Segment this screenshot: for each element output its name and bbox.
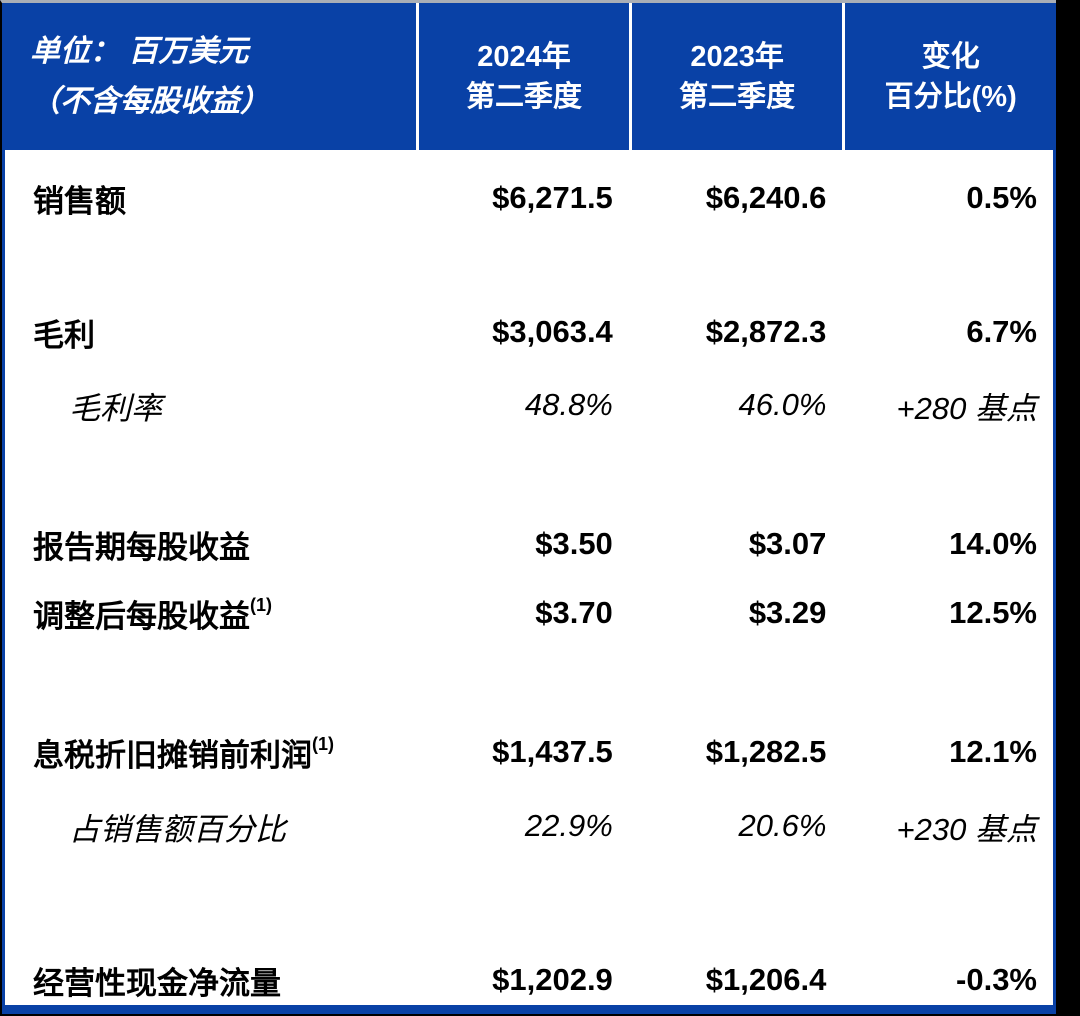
value-2024: $1,202.9 [492, 962, 613, 997]
header-col-change-line1: 变化 [921, 40, 980, 73]
row-label: 毛利 [33, 317, 95, 353]
value-change: +280 基点 [896, 390, 1037, 426]
value-2024: 22.9% [524, 808, 613, 843]
value-2024: 48.8% [524, 387, 613, 422]
header-col-2024-line1: 2024年 [477, 40, 571, 73]
row-label: 经营性现金净流量 [33, 965, 281, 1001]
footnote-superscript: (1) [312, 734, 334, 755]
table-row-reported-eps: 报告期每股收益 $3.50 $3.07 14.0% [5, 523, 1053, 565]
value-2024: $6,271.5 [492, 180, 613, 215]
financial-results-table: 单位： 百万美元 （不含每股收益） 2024年 第二季度 2023年 第二季度 … [0, 0, 1056, 1016]
header-col-2024-line2: 第二季度 [466, 80, 583, 113]
header-col-2023-line1: 2023年 [690, 40, 784, 73]
value-change: 6.7% [966, 314, 1037, 349]
value-2023: 20.6% [738, 808, 827, 843]
value-2024: $3.50 [535, 526, 613, 561]
row-label: 报告期每股收益 [33, 529, 250, 565]
value-change: 12.5% [949, 595, 1037, 630]
value-2024: $1,437.5 [492, 734, 613, 769]
value-2023: $1,206.4 [705, 962, 827, 997]
header-col-2024-q2: 2024年 第二季度 [416, 3, 629, 150]
header-col-2023-line2: 第二季度 [679, 80, 796, 113]
table-row-ebitda: 息税折旧摊销前利润(1) $1,437.5 $1,282.5 12.1% [5, 731, 1053, 773]
table-row-sales: 销售额 $6,271.5 $6,240.6 0.5% [5, 177, 1053, 219]
table-row-adjusted-eps: 调整后每股收益(1) $3.70 $3.29 12.5% [5, 592, 1053, 634]
value-2023: $1,282.5 [705, 734, 827, 769]
value-change: +230 基点 [896, 811, 1037, 847]
header-unit-label: 单位： 百万美元 （不含每股收益） [2, 3, 416, 150]
value-2023: $3.29 [748, 595, 827, 630]
value-change: 14.0% [949, 526, 1037, 561]
row-label: 销售额 [33, 183, 126, 219]
value-2023: $2,872.3 [705, 314, 827, 349]
value-2024: $3.70 [535, 595, 613, 630]
table-row-gross-margin: 毛利率 48.8% 46.0% +280 基点 [5, 384, 1053, 426]
row-label: 调整后每股收益(1) [33, 595, 272, 634]
unit-label-line1: 单位： 百万美元 [30, 34, 249, 68]
header-col-change-line2: 百分比(%) [884, 80, 1017, 113]
value-2024: $3,063.4 [492, 314, 613, 349]
value-change: 0.5% [966, 180, 1037, 215]
table-row-pct-of-sales: 占销售额百分比 22.9% 20.6% +230 基点 [5, 805, 1053, 847]
table-row-operating-cash-flow: 经营性现金净流量 $1,202.9 $1,206.4 -0.3% [5, 959, 1053, 1001]
row-label: 息税折旧摊销前利润(1) [33, 734, 334, 773]
table-row-gross-profit: 毛利 $3,063.4 $2,872.3 6.7% [5, 311, 1053, 353]
table-body: 销售额 $6,271.5 $6,240.6 0.5% 毛利 $3,063.4 $… [2, 150, 1056, 1005]
value-change: -0.3% [956, 962, 1037, 997]
value-2023: $6,240.6 [705, 180, 827, 215]
row-label: 毛利率 [69, 390, 162, 426]
footnote-superscript: (1) [250, 595, 272, 616]
value-2023: $3.07 [748, 526, 827, 561]
row-label: 占销售额百分比 [69, 811, 286, 847]
value-2023: 46.0% [738, 387, 827, 422]
header-col-2023-q2: 2023年 第二季度 [628, 3, 843, 150]
bottom-accent-bar [2, 1005, 1056, 1014]
header-col-change-pct: 变化 百分比(%) [842, 3, 1056, 150]
table-header-row: 单位： 百万美元 （不含每股收益） 2024年 第二季度 2023年 第二季度 … [2, 3, 1056, 150]
unit-label-line2: （不含每股收益） [30, 84, 270, 118]
value-change: 12.1% [949, 734, 1037, 769]
